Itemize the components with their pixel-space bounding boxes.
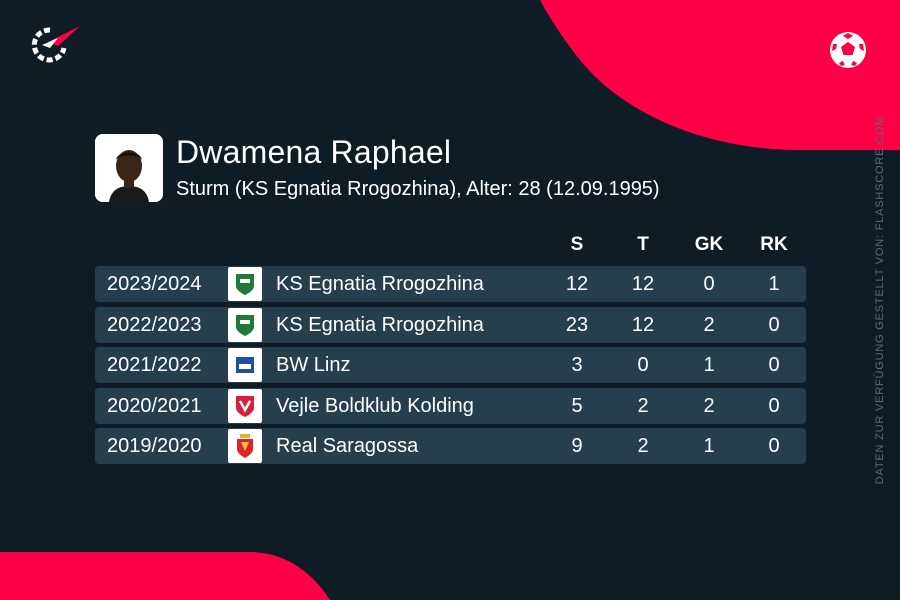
- header-rk: RK: [760, 234, 788, 255]
- stat-gk: 2: [703, 313, 715, 336]
- club-name: Vejle Boldklub Kolding: [276, 394, 474, 417]
- football-icon: [830, 32, 866, 68]
- stat-rk: 0: [768, 313, 780, 336]
- table-row: 2023/2024 KS Egnatia Rrogozhina 12 12 0 …: [95, 266, 806, 302]
- accent-top-right: [540, 0, 900, 150]
- accent-bottom-left: [0, 552, 330, 600]
- season-cell: 2023/2024: [107, 273, 202, 295]
- zaragoza-crest-icon: [237, 434, 253, 458]
- stat-rk: 0: [768, 435, 780, 457]
- stat-s: 9: [571, 435, 583, 457]
- season-cell: 2019/2020: [107, 435, 202, 457]
- stat-gk: 1: [703, 435, 715, 457]
- header-s: S: [570, 234, 584, 255]
- stat-t: 2: [637, 394, 649, 417]
- stat-t: 12: [631, 313, 655, 336]
- source-note: DATEN ZUR VERFÜGUNG GESTELLT VON: FLASHS…: [874, 115, 886, 485]
- stat-t: 2: [637, 435, 649, 457]
- club-crest: [228, 348, 262, 382]
- table-row: 2022/2023 KS Egnatia Rrogozhina 23 12 2 …: [95, 306, 806, 343]
- club-crest: [228, 267, 262, 301]
- flashscore-logo: [31, 26, 80, 63]
- stat-s: 3: [571, 354, 583, 376]
- stat-t: 12: [631, 273, 655, 295]
- stat-s: 12: [565, 273, 589, 295]
- season-cell: 2022/2023: [107, 313, 202, 336]
- club-name: Real Saragossa: [276, 435, 419, 457]
- stat-s: 5: [571, 394, 583, 417]
- stat-t: 0: [637, 354, 649, 376]
- vejle-crest-icon: [236, 395, 254, 417]
- club-crest: [228, 388, 262, 423]
- club-name: BW Linz: [276, 354, 351, 376]
- table-row: 2021/2022 BW Linz 3 0 1 0: [95, 347, 806, 383]
- stat-rk: 0: [768, 394, 780, 417]
- player-photo-icon: [95, 134, 163, 202]
- club-crest: [228, 307, 262, 342]
- season-cell: 2021/2022: [107, 354, 202, 376]
- stat-gk: 0: [703, 273, 715, 295]
- stat-rk: 0: [768, 354, 780, 376]
- club-crest: [228, 429, 262, 463]
- season-cell: 2020/2021: [107, 394, 202, 417]
- egnatia-crest-icon: [236, 314, 254, 336]
- bw-linz-crest-icon: [236, 357, 254, 373]
- player-subtitle: Sturm (KS Egnatia Rrogozhina), Alter: 28…: [176, 178, 660, 200]
- stat-gk: 2: [703, 394, 715, 417]
- stat-gk: 1: [703, 354, 715, 376]
- stat-s: 23: [565, 313, 589, 336]
- player-avatar: [95, 134, 163, 202]
- career-table: 2023/2024 KS Egnatia Rrogozhina 12 12 0 …: [95, 266, 806, 469]
- club-name: KS Egnatia Rrogozhina: [276, 313, 484, 336]
- table-row: 2020/2021 Vejle Boldklub Kolding 5 2 2 0: [95, 387, 806, 424]
- table-row: 2019/2020 Real Saragossa 9 2 1 0: [95, 428, 806, 464]
- header-gk: GK: [694, 234, 724, 255]
- egnatia-crest-icon: [236, 274, 254, 295]
- player-name: Dwamena Raphael: [176, 134, 452, 170]
- club-name: KS Egnatia Rrogozhina: [276, 273, 484, 295]
- stat-rk: 1: [768, 273, 780, 295]
- header-t: T: [637, 234, 649, 255]
